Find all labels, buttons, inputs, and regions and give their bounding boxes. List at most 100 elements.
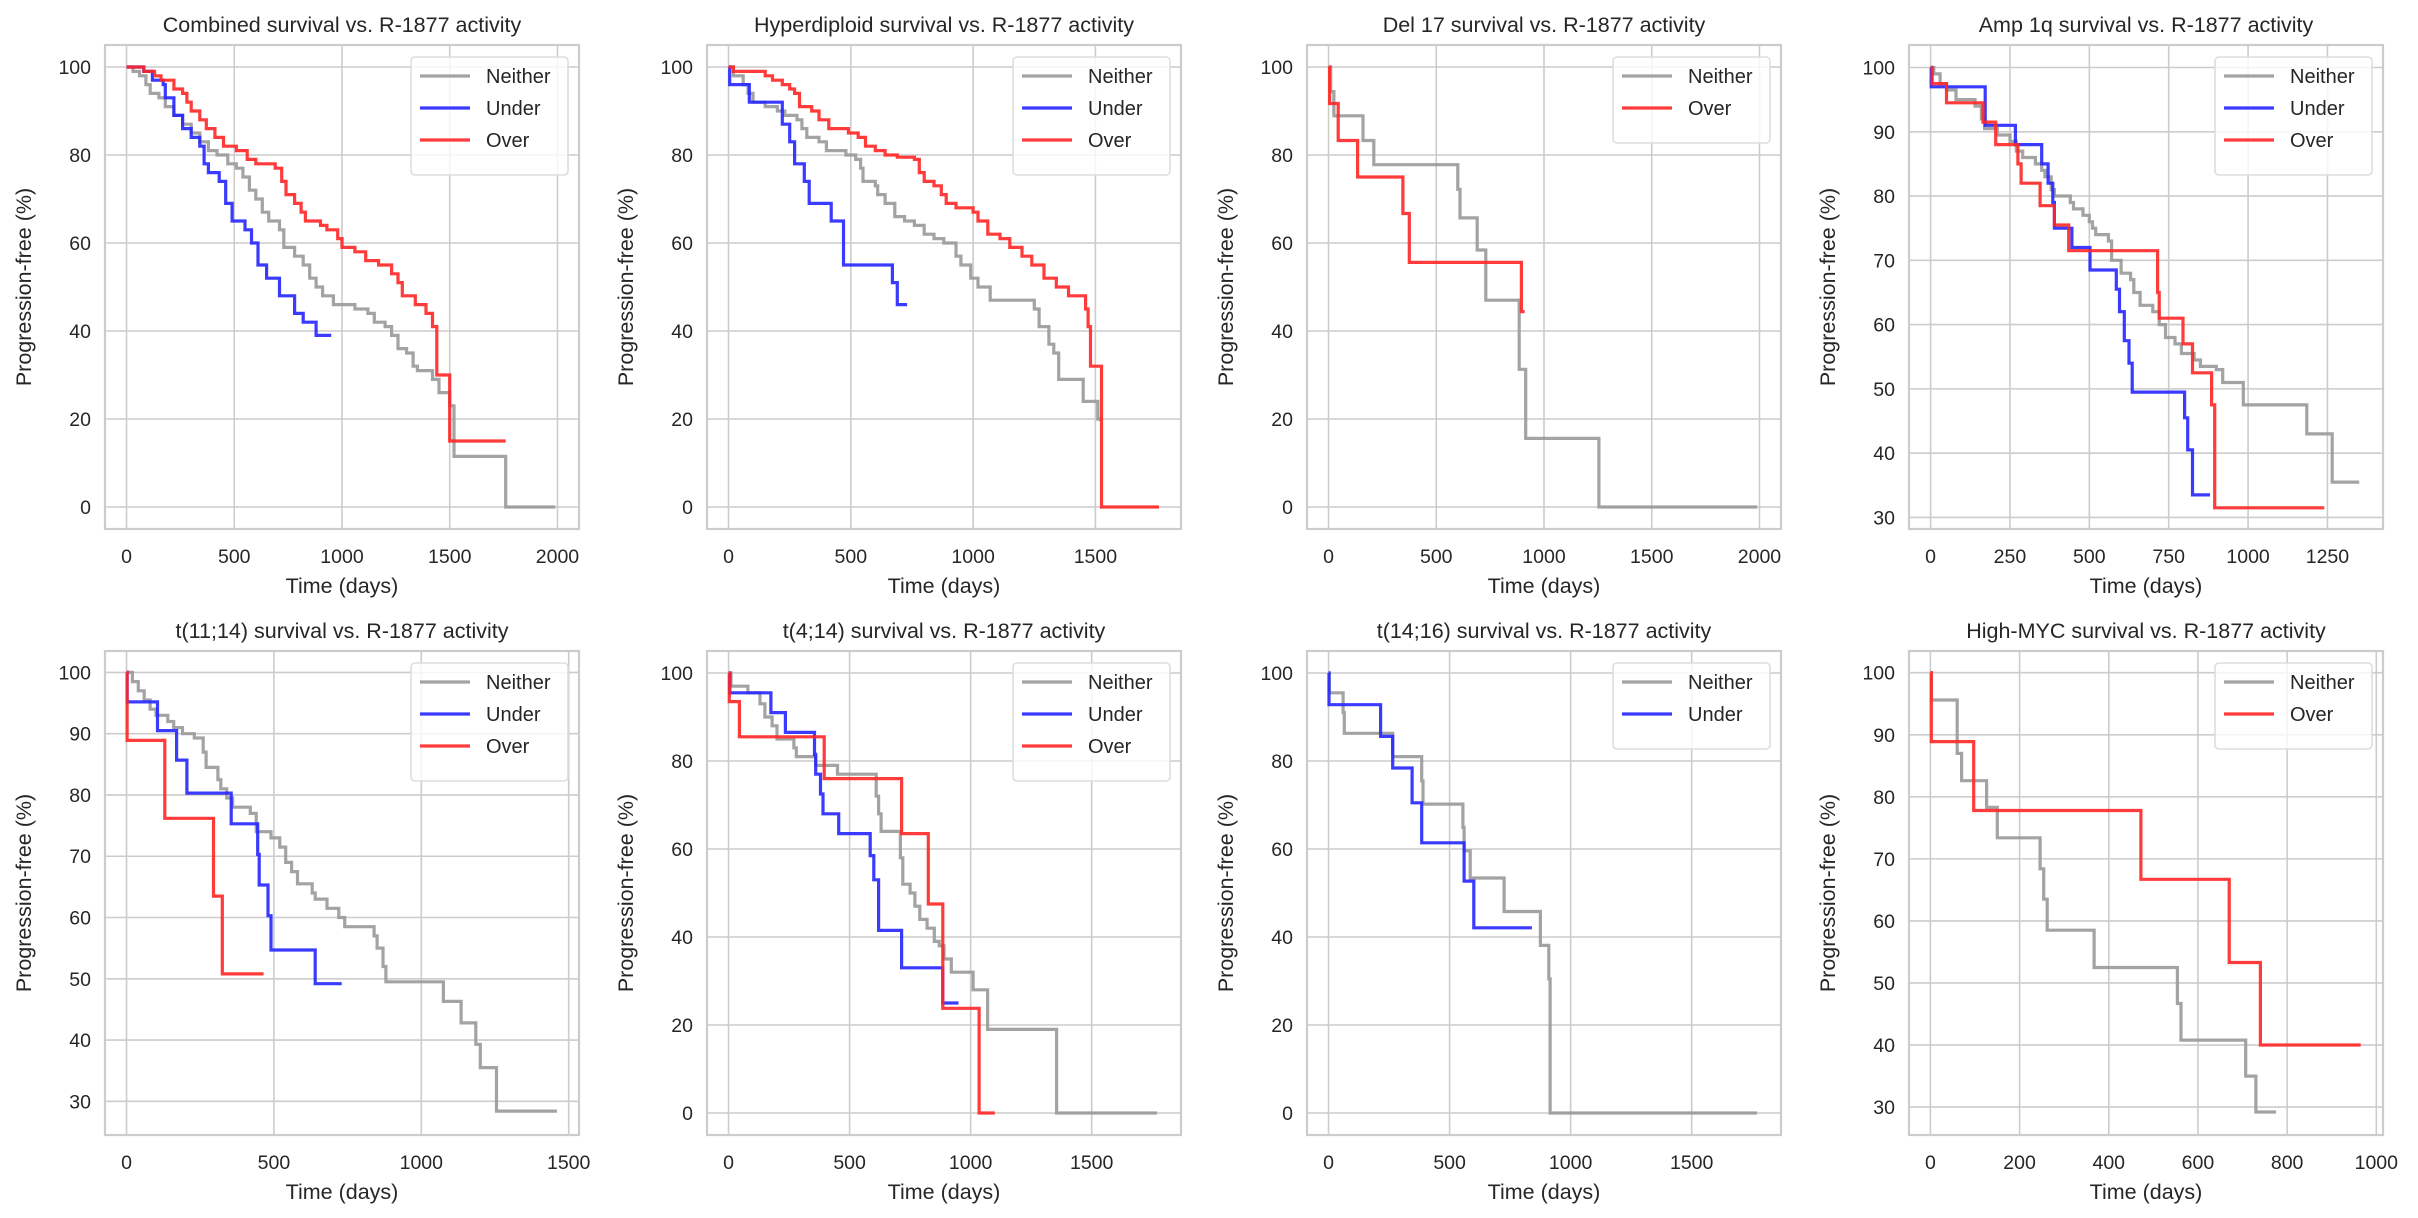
y-tick-label: 60 <box>69 233 91 255</box>
x-axis-label: Time (days) <box>286 574 399 598</box>
x-tick-label: 600 <box>2182 1152 2215 1174</box>
series-line-under <box>1929 65 2210 497</box>
series-line-under <box>728 671 959 1005</box>
y-tick-label: 80 <box>671 145 693 167</box>
y-tick-label: 80 <box>671 751 693 773</box>
legend-box <box>2214 662 2373 750</box>
legend-item-under: Under <box>420 704 541 726</box>
legend-label: Neither <box>1088 66 1153 88</box>
legend-label: Neither <box>2290 66 2355 88</box>
legend-item-neither: Neither <box>2224 66 2355 88</box>
x-axis-label: Time (days) <box>1488 574 1601 598</box>
chart-title: t(4;14) survival vs. R-1877 activity <box>783 619 1106 643</box>
legend: Neither Over <box>1612 56 1771 144</box>
legend-label: Over <box>2290 704 2334 726</box>
x-tick-label: 500 <box>835 546 868 568</box>
legend-label: Over <box>1088 130 1132 152</box>
legend-label: Over <box>1688 98 1732 120</box>
legend: Neither Under Over <box>410 662 569 782</box>
series-line-over <box>728 65 1159 509</box>
x-tick-label: 2000 <box>1738 546 1782 568</box>
y-tick-label: 20 <box>671 409 693 431</box>
x-tick-label: 0 <box>723 546 734 568</box>
legend-item-neither: Neither <box>420 672 551 694</box>
legend-label: Neither <box>1688 672 1753 694</box>
legend-label: Over <box>486 736 530 758</box>
series-line-over <box>1929 671 2361 1047</box>
x-tick-label: 500 <box>1420 546 1453 568</box>
x-tick-label: 500 <box>833 1152 866 1174</box>
legend: Neither Under Over <box>2214 56 2373 176</box>
legend: Neither Under Over <box>410 56 569 176</box>
x-tick-label: 1500 <box>1074 546 1118 568</box>
legend-label: Neither <box>1688 66 1753 88</box>
legend-item-over: Over <box>2224 704 2334 726</box>
legend-item-over: Over <box>420 736 530 758</box>
y-tick-label: 100 <box>1260 663 1293 685</box>
legend-label: Under <box>1088 704 1143 726</box>
axes-frame <box>1305 649 1783 1137</box>
x-axis-label: Time (days) <box>888 574 1001 598</box>
y-tick-label: 0 <box>80 497 91 519</box>
y-tick-label: 40 <box>1271 927 1293 949</box>
legend-item-neither: Neither <box>1622 66 1753 88</box>
x-tick-label: 1000 <box>2226 546 2270 568</box>
y-tick-label: 80 <box>69 145 91 167</box>
x-tick-label: 1500 <box>1630 546 1674 568</box>
axes-frame <box>705 649 1183 1137</box>
y-tick-label: 80 <box>1271 145 1293 167</box>
x-tick-label: 500 <box>2073 546 2106 568</box>
legend-item-under: Under <box>2224 98 2345 120</box>
y-tick-label: 50 <box>69 969 91 991</box>
y-axis-label: Progression-free (%) <box>1816 794 1840 992</box>
legend-label: Over <box>486 130 530 152</box>
legend-box <box>410 56 569 176</box>
y-tick-label: 90 <box>1873 725 1895 747</box>
legend-item-neither: Neither <box>1022 66 1153 88</box>
series-group <box>1929 65 2360 510</box>
chart-panel-7: 0 500 1000 1500 0 20 40 60 80 100 Time (days) Progr… <box>1214 619 1783 1204</box>
x-tick-label: 200 <box>2003 1152 2036 1174</box>
x-tick-label: 0 <box>121 1152 132 1174</box>
y-tick-label: 100 <box>1862 663 1895 685</box>
axes-frame <box>1305 43 1783 531</box>
chart-title: t(11;14) survival vs. R-1877 activity <box>176 619 509 643</box>
y-tick-label: 40 <box>671 927 693 949</box>
y-tick-label: 80 <box>1873 787 1895 809</box>
series-line-neither <box>1328 65 1758 509</box>
chart-title: Amp 1q survival vs. R-1877 activity <box>1979 13 2314 37</box>
x-tick-label: 1500 <box>1070 1152 1114 1174</box>
x-tick-label: 1000 <box>2355 1152 2399 1174</box>
legend-box <box>1012 56 1171 176</box>
x-tick-label: 400 <box>2092 1152 2125 1174</box>
y-tick-label: 100 <box>660 663 693 685</box>
legend-label: Neither <box>486 66 551 88</box>
x-tick-label: 1000 <box>951 546 995 568</box>
chart-panel-2: 0 500 1000 1500 0 20 40 60 80 100 Time (days) Progr… <box>614 13 1183 598</box>
x-axis-label: Time (days) <box>2090 1180 2203 1204</box>
x-tick-label: 2000 <box>536 546 580 568</box>
series-group <box>1327 671 1757 1115</box>
legend-label: Neither <box>486 672 551 694</box>
y-tick-label: 70 <box>1873 849 1895 871</box>
legend-box <box>1012 662 1171 782</box>
axes-frame <box>1907 649 2385 1137</box>
y-tick-label: 60 <box>1873 911 1895 933</box>
chart-panel-3: 0 500 1000 1500 2000 0 20 40 60 80 100 Time (days) P… <box>1214 13 1783 598</box>
y-tick-label: 100 <box>58 662 91 684</box>
series-line-under <box>126 65 332 337</box>
y-tick-label: 20 <box>671 1015 693 1037</box>
gridlines <box>105 651 579 1135</box>
y-axis-label: Progression-free (%) <box>12 188 36 386</box>
y-tick-label: 0 <box>682 497 693 519</box>
series-line-over <box>1328 65 1525 314</box>
x-tick-label: 0 <box>1925 546 1936 568</box>
chart-panel-5: 0 500 1000 1500 30 40 50 60 70 80 90 100 Time (days)… <box>12 619 591 1204</box>
y-tick-label: 0 <box>682 1103 693 1125</box>
x-tick-label: 0 <box>1323 1152 1334 1174</box>
series-group <box>126 65 556 509</box>
series-line-neither <box>728 65 1102 422</box>
legend-label: Neither <box>2290 672 2355 694</box>
legend-label: Neither <box>1088 672 1153 694</box>
legend-item-over: Over <box>1622 98 1732 120</box>
